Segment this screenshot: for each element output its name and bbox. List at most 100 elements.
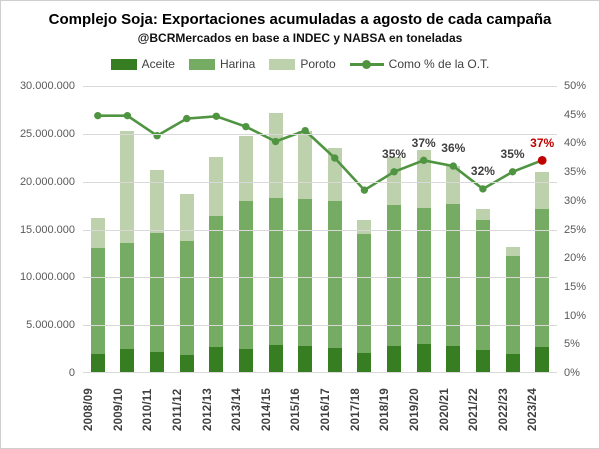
bar-segment-harina (387, 205, 402, 347)
bar-segment-harina (238, 201, 253, 350)
bar-2020/21 (439, 86, 469, 372)
line-data-label: 37% (411, 135, 436, 150)
bar-segment-poroto (475, 209, 490, 221)
bar-segment-aceite (327, 348, 342, 372)
bar-segment-aceite (535, 347, 550, 372)
x-axis-label-2012-13: 2012/13 (201, 388, 214, 432)
x-axis-left-spacer (1, 377, 83, 443)
bar-2015/16 (290, 86, 320, 372)
bar-segment-harina (179, 241, 194, 355)
y-right-tick: 40% (564, 137, 587, 150)
legend-label: Harina (219, 57, 256, 71)
legend-item-0: Aceite (110, 57, 175, 71)
line-marker (449, 162, 457, 170)
x-axis-label-2014-15: 2014/15 (260, 388, 273, 432)
bar-segment-harina (475, 220, 490, 351)
x-axis: 2008/09 2009/10 2010/11 2011/12 2012/13 2013/… (1, 377, 599, 443)
y-right-tick: 10% (564, 309, 587, 322)
legend-line-marker-icon (349, 59, 384, 70)
legend-label: Poroto (300, 57, 336, 71)
gridline (83, 181, 557, 183)
line-marker (212, 112, 220, 120)
bar-segment-harina (505, 255, 520, 354)
bar-segment-aceite (238, 349, 253, 372)
line-data-label: 35% (382, 147, 407, 162)
bar-segment-aceite (475, 350, 490, 372)
bar-segment-poroto (505, 247, 520, 256)
bar-segment-poroto (90, 217, 105, 249)
bar-segment-harina (120, 243, 135, 350)
bar-2019/20 (409, 86, 439, 372)
y-right-tick: 20% (564, 252, 587, 265)
line-marker-last-red (537, 155, 547, 165)
bar-segment-aceite (268, 345, 283, 372)
y-right-tick: 25% (564, 223, 587, 236)
y-right-tick: 0% (564, 367, 580, 379)
pct-line-series (94, 112, 547, 194)
bar-segment-harina (357, 233, 372, 353)
y-right-tick: 35% (564, 166, 587, 179)
x-axis-label-2021-22: 2021/22 (468, 388, 481, 432)
line-marker (301, 126, 309, 135)
bar-segment-aceite (179, 354, 194, 372)
bar-segment-harina (90, 248, 105, 354)
x-axis-label-2010-11: 2010/11 (142, 388, 155, 432)
line-marker (390, 168, 398, 176)
bar-segment-aceite (120, 349, 135, 372)
legend-swatch-icon (188, 58, 215, 70)
x-axis-label-2008-09: 2008/09 (83, 388, 95, 432)
x-axis-label-2016-17: 2016/17 (320, 388, 332, 432)
line-marker (183, 114, 191, 123)
plot-area: 35% 37% 36% 32% 35% 37% (83, 86, 557, 373)
line-marker (123, 112, 132, 120)
y-left-tick: 5.000.000 (26, 319, 75, 332)
bar-segment-harina (298, 198, 313, 347)
line-marker (479, 185, 487, 193)
bar-2011/12 (172, 86, 202, 372)
bar-2008/09 (83, 86, 113, 372)
bar-segment-poroto (298, 130, 313, 199)
legend-item-3: Como % de la O.T. (349, 57, 489, 71)
y-left-tick: 25.000.000 (19, 127, 75, 140)
x-axis-label-2015-16: 2015/16 (290, 388, 303, 432)
gridline (83, 277, 557, 279)
y-axis-left: 30.000.000 25.000.000 20.000.000 15.000.000… (1, 80, 83, 379)
line-data-label: 36% (441, 141, 466, 156)
line-marker (271, 137, 280, 146)
y-right-tick: 15% (564, 280, 587, 293)
bar-segment-harina (416, 208, 431, 345)
bar-segment-aceite (446, 346, 461, 372)
bar-segment-harina (268, 197, 283, 346)
bar-segment-aceite (357, 352, 372, 372)
x-axis-label-2011-12: 2011/12 (171, 388, 184, 432)
bar-segment-harina (209, 215, 224, 348)
bar-2010/11 (142, 86, 172, 372)
x-axis-label-2022-23: 2022/23 (497, 388, 510, 432)
gridline (83, 86, 557, 87)
y-axis-right: 50% 45% 40% 35% 30% 25% 20% 15% 10% 5% 0% (557, 80, 599, 379)
bar-segment-aceite (505, 353, 520, 372)
bar-segment-poroto (446, 166, 461, 205)
y-left-tick: 10.000.000 (19, 271, 75, 284)
bar-2013/14 (231, 86, 261, 372)
chart-body: 30.000.000 25.000.000 20.000.000 15.000.000… (1, 80, 599, 379)
line-marker (242, 122, 250, 131)
line-marker (420, 156, 428, 165)
x-axis-labels: 2008/09 2009/10 2010/11 2011/12 2012/13 2013/… (83, 377, 557, 443)
x-axis-label-2019-20: 2019/20 (408, 388, 421, 432)
line-marker (94, 112, 102, 120)
bar-segment-poroto (535, 171, 550, 209)
bar-segment-harina (327, 201, 342, 349)
bar-segment-aceite (209, 347, 224, 372)
bar-segment-poroto (387, 156, 402, 206)
chart-subtitle: @BCRMercados en base a INDEC y NABSA en … (137, 31, 463, 45)
chart-legend: Aceite Harina Poroto Como % de la O.T. (1, 54, 599, 74)
x-axis-label-2009-10: 2009/10 (112, 388, 125, 432)
bar-segment-poroto (179, 193, 194, 242)
x-axis-right-spacer (557, 377, 599, 443)
gridline (83, 133, 557, 135)
bar-2022/23 (498, 86, 528, 372)
bar-segment-aceite (298, 346, 313, 372)
line-data-label: 32% (470, 164, 495, 179)
